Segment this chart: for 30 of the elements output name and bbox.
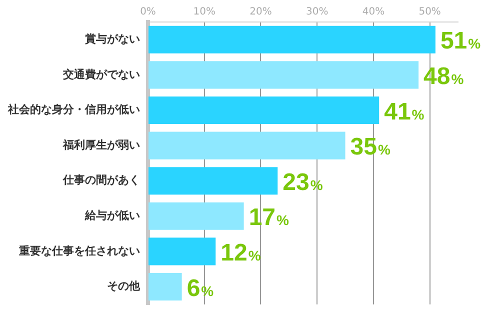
y-tick-label: その他 [107,280,141,293]
bar [148,96,380,124]
bar [148,202,244,230]
data-label: 51% [440,28,482,55]
bar [148,238,216,266]
x-tick-label: 30% [306,6,328,18]
y-tick-label: 社会的な身分・信用が低い [7,103,140,116]
bar [148,132,346,160]
x-tick-label: 20% [250,6,272,18]
bar [148,272,182,301]
data-label: 35% [350,134,391,161]
y-tick-label: 仕事の間があく [62,174,140,187]
y-tick-label: 給与が低い [84,209,140,222]
data-label: 23% [282,168,324,196]
data-label: 6% [186,274,214,302]
bar [148,167,278,195]
y-tick-label: 福利厚生が弱い [62,138,140,152]
x-tick-label: 0% [140,6,156,18]
data-label: 41% [384,98,425,126]
y-tick-label: 重要な仕事を任されない [18,244,140,258]
y-tick-label: 賞与がない [85,32,140,46]
y-tick-label: 交通費がでない [62,68,140,81]
bar [148,61,419,89]
x-tick-label: 50% [418,6,441,18]
bar [148,26,436,54]
x-tick-label: 10% [193,6,216,18]
data-label: 17% [248,204,290,232]
data-label: 12% [220,239,262,266]
data-label: 48% [424,62,464,90]
x-tick-label: 40% [362,6,385,18]
